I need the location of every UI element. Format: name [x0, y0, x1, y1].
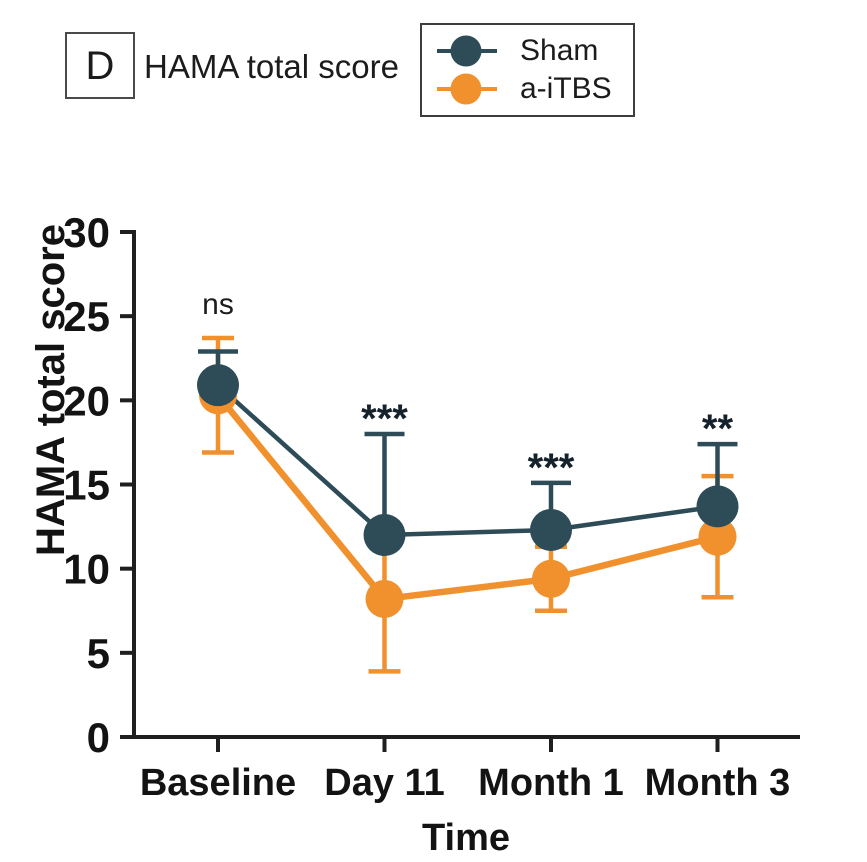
- panel-label-box: D: [65, 32, 135, 99]
- x-tick-label: Month 3: [645, 762, 791, 804]
- y-tick-label: 5: [87, 630, 110, 677]
- legend-label: a-iTBS: [520, 72, 612, 105]
- panel-label: D: [85, 43, 115, 88]
- x-tick-label: Day 11: [324, 762, 444, 804]
- legend-label: Sham: [520, 34, 599, 67]
- aitbs-line: [215, 393, 719, 603]
- legend-marker-icon: [437, 73, 497, 105]
- y-tick-label: 15: [63, 462, 110, 509]
- significance-annotation: **: [702, 407, 734, 451]
- data-point-sham: [530, 508, 572, 551]
- y-tick-label: 25: [63, 293, 110, 340]
- panel-title: HAMA total score: [144, 48, 399, 85]
- data-point-aitbs: [698, 517, 737, 556]
- y-tick-label: 20: [63, 377, 110, 424]
- x-tick-label: Baseline: [140, 762, 296, 804]
- legend-item-sham: Sham: [436, 33, 633, 69]
- x-axis-title: Time: [422, 817, 510, 859]
- sham-line: [216, 383, 718, 538]
- legend: Sham a-iTBS: [420, 23, 635, 117]
- legend-marker-icon: [437, 35, 497, 67]
- x-tick-label: Month 1: [478, 762, 624, 804]
- data-point-sham: [197, 364, 239, 407]
- data-point-aitbs: [365, 579, 404, 618]
- significance-annotation: ***: [361, 397, 408, 441]
- significance-annotation: ***: [528, 446, 575, 490]
- data-point-sham: [363, 514, 406, 556]
- significance-annotation: ns: [202, 288, 234, 321]
- data-point-aitbs: [532, 559, 570, 598]
- legend-item-a-itbs: a-iTBS: [436, 71, 633, 107]
- y-tick-label: 0: [87, 714, 110, 761]
- y-axis-title: HAMA total score: [29, 224, 73, 556]
- y-tick-label: 10: [63, 546, 110, 593]
- y-tick-label: 30: [63, 209, 110, 256]
- data-point-sham: [696, 485, 739, 528]
